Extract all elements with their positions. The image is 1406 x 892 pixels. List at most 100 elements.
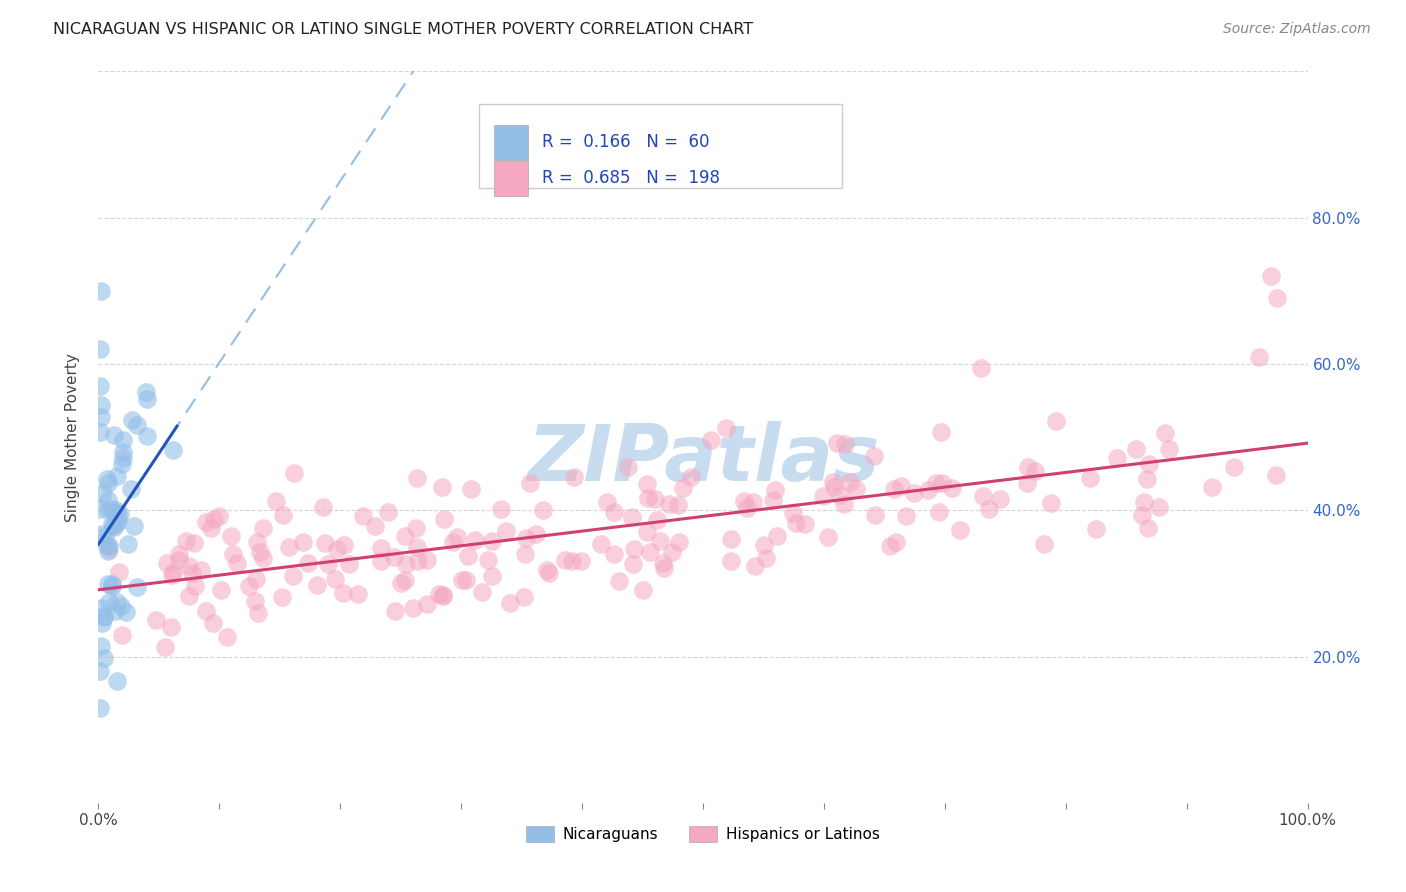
Point — [337, 557, 360, 571]
Point — [195, 516, 218, 530]
Point — [91, 486, 114, 500]
Point — [481, 534, 503, 549]
Point — [515, 531, 537, 545]
Point — [245, 572, 267, 586]
Point — [122, 519, 145, 533]
Point — [720, 554, 742, 568]
Point — [617, 460, 640, 475]
Point — [970, 360, 993, 375]
Point — [89, 425, 111, 439]
Point — [666, 498, 689, 512]
Point — [111, 628, 134, 642]
Point — [111, 457, 134, 471]
Point — [125, 580, 148, 594]
FancyBboxPatch shape — [479, 104, 842, 188]
Text: ZIPatlas: ZIPatlas — [527, 421, 879, 497]
Point — [714, 421, 737, 435]
Point — [402, 600, 425, 615]
Point — [931, 476, 953, 491]
Point — [917, 483, 939, 498]
Point — [811, 489, 834, 503]
Point — [456, 573, 478, 587]
Point — [1137, 458, 1160, 472]
Point — [658, 497, 681, 511]
Point — [202, 511, 225, 525]
Point — [513, 590, 536, 604]
Point — [110, 599, 132, 613]
Point — [283, 569, 305, 583]
Point — [651, 556, 673, 570]
Text: R =  0.685   N =  198: R = 0.685 N = 198 — [543, 169, 720, 187]
Point — [1260, 269, 1282, 284]
Point — [307, 578, 329, 592]
Point — [101, 517, 124, 532]
Point — [264, 493, 287, 508]
Point — [325, 572, 347, 586]
Point — [602, 506, 624, 520]
Point — [312, 500, 335, 514]
Point — [1039, 496, 1062, 510]
Point — [623, 542, 645, 557]
Point — [839, 475, 862, 490]
Point — [384, 604, 406, 618]
Point — [100, 502, 122, 516]
Point — [97, 503, 120, 517]
Point — [93, 610, 115, 624]
Point — [103, 505, 125, 519]
Point — [117, 537, 139, 551]
Point — [252, 521, 274, 535]
Point — [765, 529, 787, 543]
Point — [554, 553, 576, 567]
Point — [200, 521, 222, 535]
Point — [238, 579, 260, 593]
Point — [432, 588, 454, 602]
Point — [97, 475, 120, 490]
Point — [179, 559, 201, 574]
Point — [184, 579, 207, 593]
Point — [96, 472, 118, 486]
Point — [569, 554, 592, 568]
Point — [93, 608, 115, 623]
Point — [97, 544, 120, 558]
Point — [495, 524, 517, 538]
Point — [316, 557, 339, 571]
Point — [828, 488, 851, 502]
Point — [890, 479, 912, 493]
Point — [162, 442, 184, 457]
Point — [538, 566, 561, 580]
Point — [793, 516, 815, 531]
Point — [162, 566, 184, 580]
Point — [105, 469, 128, 483]
Point — [929, 425, 952, 439]
Point — [863, 508, 886, 523]
Point — [94, 529, 117, 543]
Point — [977, 501, 1000, 516]
Point — [406, 541, 429, 555]
Point — [209, 582, 232, 597]
Point — [159, 620, 181, 634]
Point — [638, 545, 661, 559]
Point — [153, 640, 176, 654]
Point — [519, 476, 541, 491]
Point — [382, 550, 405, 565]
Point — [481, 569, 503, 583]
Point — [125, 418, 148, 433]
Point — [1133, 495, 1156, 509]
Point — [1137, 521, 1160, 535]
Point — [832, 497, 855, 511]
Point — [457, 549, 479, 563]
Text: Source: ZipAtlas.com: Source: ZipAtlas.com — [1223, 22, 1371, 37]
Point — [441, 535, 464, 549]
Point — [406, 471, 429, 485]
Point — [103, 519, 125, 533]
Point — [245, 593, 267, 607]
Point — [644, 492, 666, 507]
Point — [451, 573, 474, 587]
Point — [135, 392, 157, 406]
Point — [169, 552, 191, 566]
Point — [90, 639, 112, 653]
Point — [364, 519, 387, 533]
Point — [1078, 471, 1101, 485]
Point — [609, 574, 631, 588]
Text: R =  0.166   N =  60: R = 0.166 N = 60 — [543, 133, 710, 151]
